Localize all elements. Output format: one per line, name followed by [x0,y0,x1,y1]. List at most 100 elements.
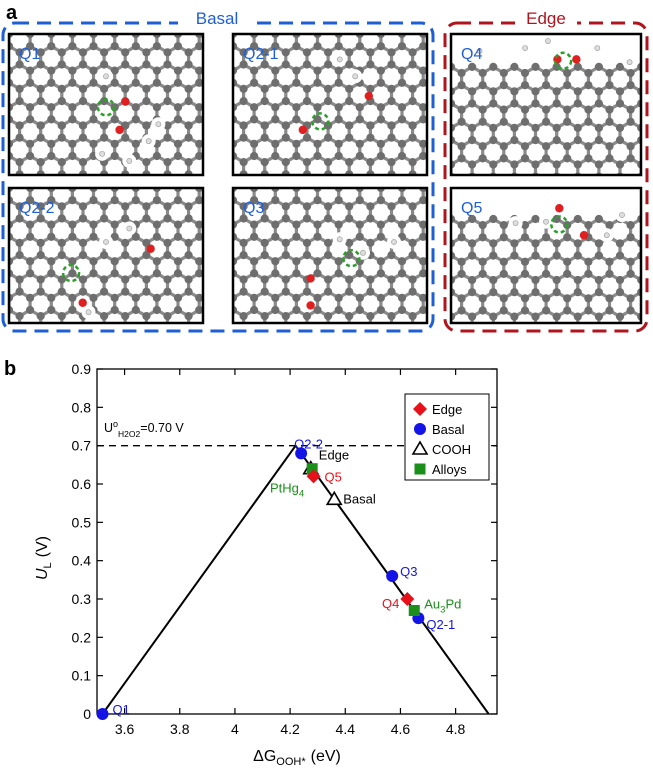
carbon-atom [552,239,561,248]
carbon-atom [648,270,653,278]
carbon-atom [79,349,87,357]
carbon-atom [58,178,66,186]
carbon-atom [552,136,561,145]
legend-marker [411,440,429,455]
carbon-atom [478,142,487,151]
oxygen-atom [306,274,315,283]
carbon-atom [573,99,582,108]
carbon-atom [366,133,375,142]
reference-label-sub: H2O2 [118,429,140,439]
carbon-atom [15,275,24,284]
carbon-atom [26,6,34,14]
carbon-atom [377,6,385,14]
y-tick-label: 0.5 [72,514,92,530]
y-tick-label: 0.6 [72,476,92,492]
carbon-atom [121,48,130,57]
carbon-atom [355,232,364,241]
carbon-atom [531,239,540,248]
carbon-atom [281,97,290,106]
carbon-atom [206,134,214,142]
carbon-atom [409,24,417,32]
carbon-atom [153,6,161,14]
carbon-atom [302,202,312,211]
carbon-atom [89,6,97,14]
carbon-atom [366,24,374,32]
carbon-atom [356,343,364,351]
carbon-atom [206,312,214,320]
y-axis-title-unit: (V) [34,536,51,557]
carbon-atom [313,330,321,338]
carbon-atom [89,232,98,241]
carbon-atom [436,191,444,199]
carbon-atom [397,305,407,315]
carbon-atom [615,312,625,321]
carbon-atom [376,232,385,241]
carbon-atom [436,154,444,162]
carbon-atom [26,151,35,161]
carbon-atom [563,233,572,242]
carbon-atom [281,275,290,284]
carbon-atom [468,160,477,169]
carbon-atom [376,139,385,148]
data-point-edge [400,592,415,606]
carbon-atom [79,12,87,20]
panel-b: b 3.6 3.8 4 4.2 4.4 4.6 4.8 0 0.1 0.2 0.3 0.4 0.5 0.6… [4,358,498,768]
carbon-atom [208,160,216,168]
carbon-atom [303,178,311,186]
carbon-atom [121,287,130,296]
carbon-atom [468,251,477,260]
carbon-atom [184,60,193,69]
carbon-atom [173,305,183,315]
carbon-atom [430,12,438,20]
carbon-atom [334,220,343,229]
carbon-atom [292,176,300,184]
carbon-atom [313,78,322,87]
carbon-atom [542,105,551,114]
carbon-atom [345,24,353,32]
carbon-atom [626,306,635,315]
carbon-atom [174,176,182,184]
carbon-atom [605,343,613,351]
carbon-atom [250,176,258,184]
carbon-atom [626,81,635,90]
carbon-atom [142,349,150,357]
carbon-atom [195,176,203,184]
carbon-atom [110,232,119,241]
carbon-atom [208,103,216,111]
carbon-atom [573,214,582,224]
carbon-atom [377,343,385,351]
carbon-atom [26,269,35,278]
carbon-atom [626,221,635,230]
carbon-atom [68,293,77,302]
carbon-atom [260,97,269,106]
carbon-atom [552,251,561,260]
carbon-atom [121,312,130,321]
carbon-atom [552,123,561,132]
structure-panel: Q4 [436,32,643,199]
carbon-atom [250,269,259,278]
carbon-atom [271,269,280,278]
carbon-atom [366,48,375,57]
carbon-atom [387,312,396,321]
carbon-atom [100,287,109,296]
carbon-atom [250,232,259,241]
carbon-atom [292,42,301,51]
carbon-atom [324,349,332,357]
hydrogen-atom [522,45,528,51]
carbon-atom [142,97,151,106]
carbon-atom [594,87,604,96]
carbon-atom [313,115,322,124]
carbon-atom [376,115,385,124]
carbon-atom [110,151,119,161]
carbon-atom [218,60,226,68]
carbon-atom [271,66,280,75]
hydrogen-atom [336,56,343,63]
carbon-atom [68,151,77,161]
carbon-atom [271,115,280,124]
carbon-atom [239,121,248,130]
carbon-atom [440,6,448,14]
carbon-atom [478,68,487,78]
carbon-atom [15,214,24,223]
carbon-atom [195,293,203,302]
carbon-atom [26,293,35,302]
